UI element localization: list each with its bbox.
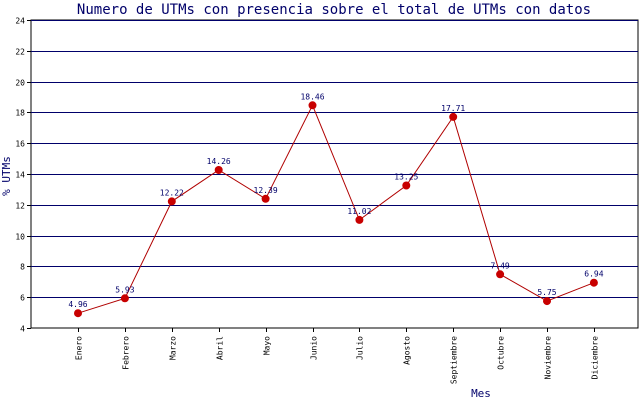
series [77,104,595,314]
series-line [77,104,595,314]
data-point [402,181,411,190]
data-label: 17.71 [441,104,465,113]
data-label: 4.96 [68,300,87,309]
y-tick-label: 10 [15,233,25,242]
x-tick-label: Junio [310,336,319,360]
x-axis-label: Mes [471,387,491,400]
x-tick-label: Enero [75,336,84,360]
data-label: 12.39 [254,186,278,195]
x-tick-label: Mayo [263,336,272,355]
grid-lines [31,20,638,298]
x-tick-label: Febrero [122,336,131,370]
x-tick-label: Octubre [497,336,506,370]
data-label: 11.02 [347,207,371,216]
data-point [543,297,551,306]
data-label: 5.93 [115,285,134,294]
data-point [120,294,129,303]
y-tick-label: 6 [20,294,25,303]
y-tick-label: 20 [15,79,25,88]
y-tick-label: 4 [20,325,25,334]
x-tick-label: Abril [216,336,225,360]
x-axis: Enero Febrero Marzo Abril Mayo Junio Julio Agos… [75,328,600,384]
y-tick-label: 16 [15,140,25,149]
data-label: 6.94 [584,270,603,279]
y-tick-label: 18 [15,109,25,118]
y-axis-label: % UTMs [0,156,13,196]
x-tick-label: Septiembre [450,336,459,384]
y-tick-label: 12 [15,202,25,211]
data-point [355,215,364,224]
data-point [167,197,176,206]
data-point [589,278,598,287]
data-label: 13.25 [394,173,418,182]
data-labels: 4.96 5.93 12.22 14.26 12.39 18.46 11.02 13.25 17… [68,92,603,309]
data-point [308,101,317,110]
data-point [449,112,458,121]
y-tick-label: 24 [15,17,25,26]
data-point [261,194,270,203]
data-point [214,166,223,174]
data-label: 12.22 [160,188,184,197]
y-tick-label: 14 [15,171,25,180]
data-label: 7.49 [490,261,509,270]
y-tick-label: 8 [20,263,25,272]
data-point [496,270,505,279]
x-tick-label: Marzo [169,336,178,360]
data-label: 14.26 [207,157,231,166]
y-axis: 4 6 8 10 12 14 16 18 20 22 24 [15,17,31,334]
x-tick-label: Noviembre [544,336,553,380]
data-label: 5.75 [537,288,556,297]
chart-title: Numero de UTMs con presencia sobre el to… [77,2,591,18]
x-tick-label: Agosto [403,336,412,365]
y-tick-label: 22 [15,48,25,57]
x-tick-label: Diciembre [591,336,600,380]
x-tick-label: Julio [356,336,365,360]
data-points [74,101,598,318]
data-label: 18.46 [300,92,324,101]
data-point [74,309,82,318]
